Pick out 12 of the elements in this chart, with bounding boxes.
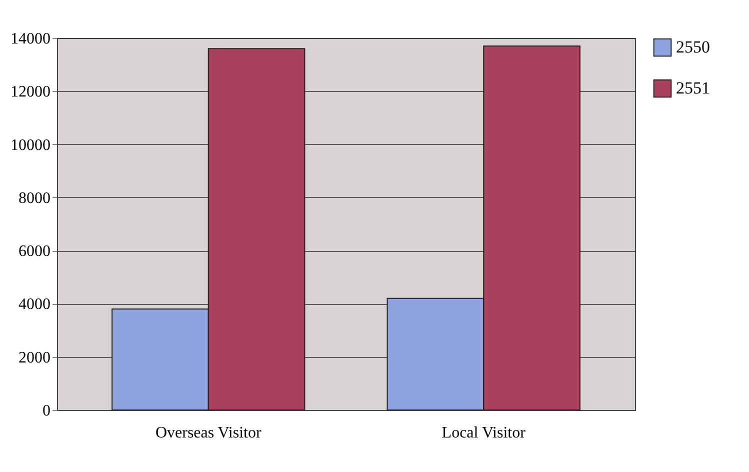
y-tick-label: 14000 [10,30,50,48]
x-tick-label: Local Visitor [442,424,526,442]
y-tick-label: 0 [42,402,50,420]
legend-label: 2551 [676,78,710,98]
y-tick-label: 8000 [18,190,50,207]
y-tick-label: 2000 [18,349,50,366]
legend-label: 2550 [676,38,710,56]
y-tick-label: 6000 [18,243,50,260]
y-tick-label: 10000 [10,136,50,154]
y-tick-label: 4000 [18,296,50,314]
x-tick-label: Overseas Visitor [155,424,262,442]
y-tick-label: 12000 [10,84,50,101]
